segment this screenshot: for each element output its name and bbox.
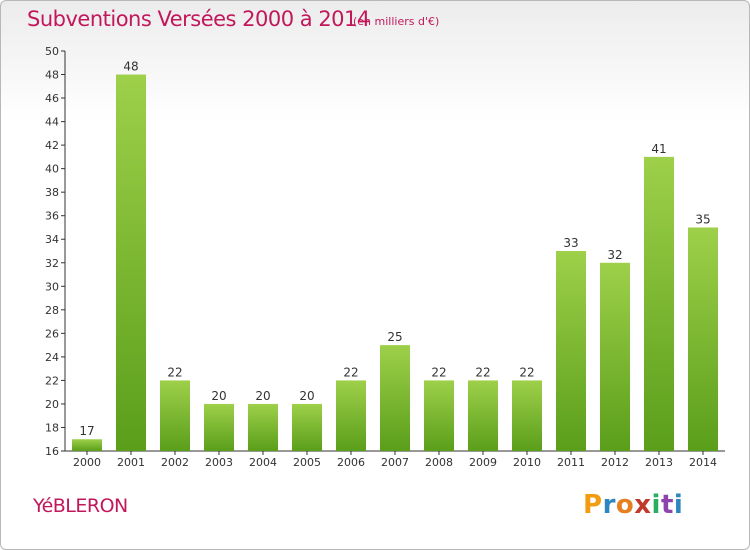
x-tick-label: 2011 [557,456,585,469]
bar [72,439,102,451]
logo-letter: P [583,490,603,520]
x-tick-label: 2007 [381,456,409,469]
bar [160,380,190,451]
chart-title: Subventions Versées 2000 à 2014 [27,7,370,31]
x-tick-label: 2012 [601,456,629,469]
bar-value-label: 22 [343,365,358,379]
bar [248,403,278,451]
x-tick-label: 2013 [645,456,673,469]
proxiti-logo[interactable]: Proxiti [583,490,683,520]
bar [380,345,410,451]
bar-value-label: 20 [299,389,314,403]
y-tick-label: 28 [45,304,59,317]
bar-value-label: 32 [607,248,622,262]
y-tick-label: 22 [45,374,59,387]
logo-letter: i [651,490,661,520]
logo-letter: o [615,490,635,520]
bar-value-label: 20 [211,389,226,403]
bar [116,74,146,451]
bar-value-label: 22 [519,365,534,379]
x-tick-label: 2008 [425,456,453,469]
bar [512,380,542,451]
y-tick-label: 48 [45,69,59,82]
logo-letter: r [602,490,616,520]
bar-value-label: 25 [387,330,402,344]
y-tick-label: 18 [45,421,59,434]
x-tick-label: 2006 [337,456,365,469]
bar [204,403,234,451]
x-tick-label: 2004 [249,456,277,469]
y-tick-label: 36 [45,210,59,223]
bar-value-label: 22 [475,365,490,379]
y-tick-label: 34 [45,233,59,246]
bar-value-label: 33 [563,236,578,250]
y-tick-label: 40 [45,163,59,176]
bar [556,251,586,451]
x-tick-label: 2014 [689,456,717,469]
bar-value-label: 35 [695,212,710,226]
x-tick-label: 2002 [161,456,189,469]
y-tick-label: 50 [45,45,59,58]
y-tick-label: 38 [45,186,59,199]
y-tick-label: 30 [45,280,59,293]
bar-value-label: 17 [79,424,94,438]
logo-letter: t [660,490,674,520]
bar-value-label: 48 [123,60,138,74]
y-tick-label: 46 [45,92,59,105]
y-tick-label: 24 [45,351,59,364]
y-tick-label: 32 [45,257,59,270]
bar [468,380,498,451]
y-tick-label: 20 [45,398,59,411]
bar [292,403,322,451]
x-tick-label: 2010 [513,456,541,469]
bar [336,380,366,451]
logo-letter: x [634,490,652,520]
x-tick-label: 2009 [469,456,497,469]
x-tick-label: 2000 [73,456,101,469]
y-tick-label: 16 [45,445,59,458]
bar [424,380,454,451]
town-name: YéBLERON [33,495,128,517]
chart-subtitle: (en milliers d'€) [353,15,440,28]
bar-value-label: 22 [167,365,182,379]
y-tick-label: 26 [45,327,59,340]
bar [644,156,674,451]
logo-letter: i [673,490,684,520]
bar [600,262,630,451]
x-tick-label: 2003 [205,456,233,469]
bar-value-label: 41 [651,142,666,156]
y-tick-label: 42 [45,139,59,152]
y-tick-label: 44 [45,116,59,129]
bar-value-label: 22 [431,365,446,379]
x-tick-label: 2005 [293,456,321,469]
x-tick-label: 2001 [117,456,145,469]
bar-value-label: 20 [255,389,270,403]
bar [688,227,718,451]
